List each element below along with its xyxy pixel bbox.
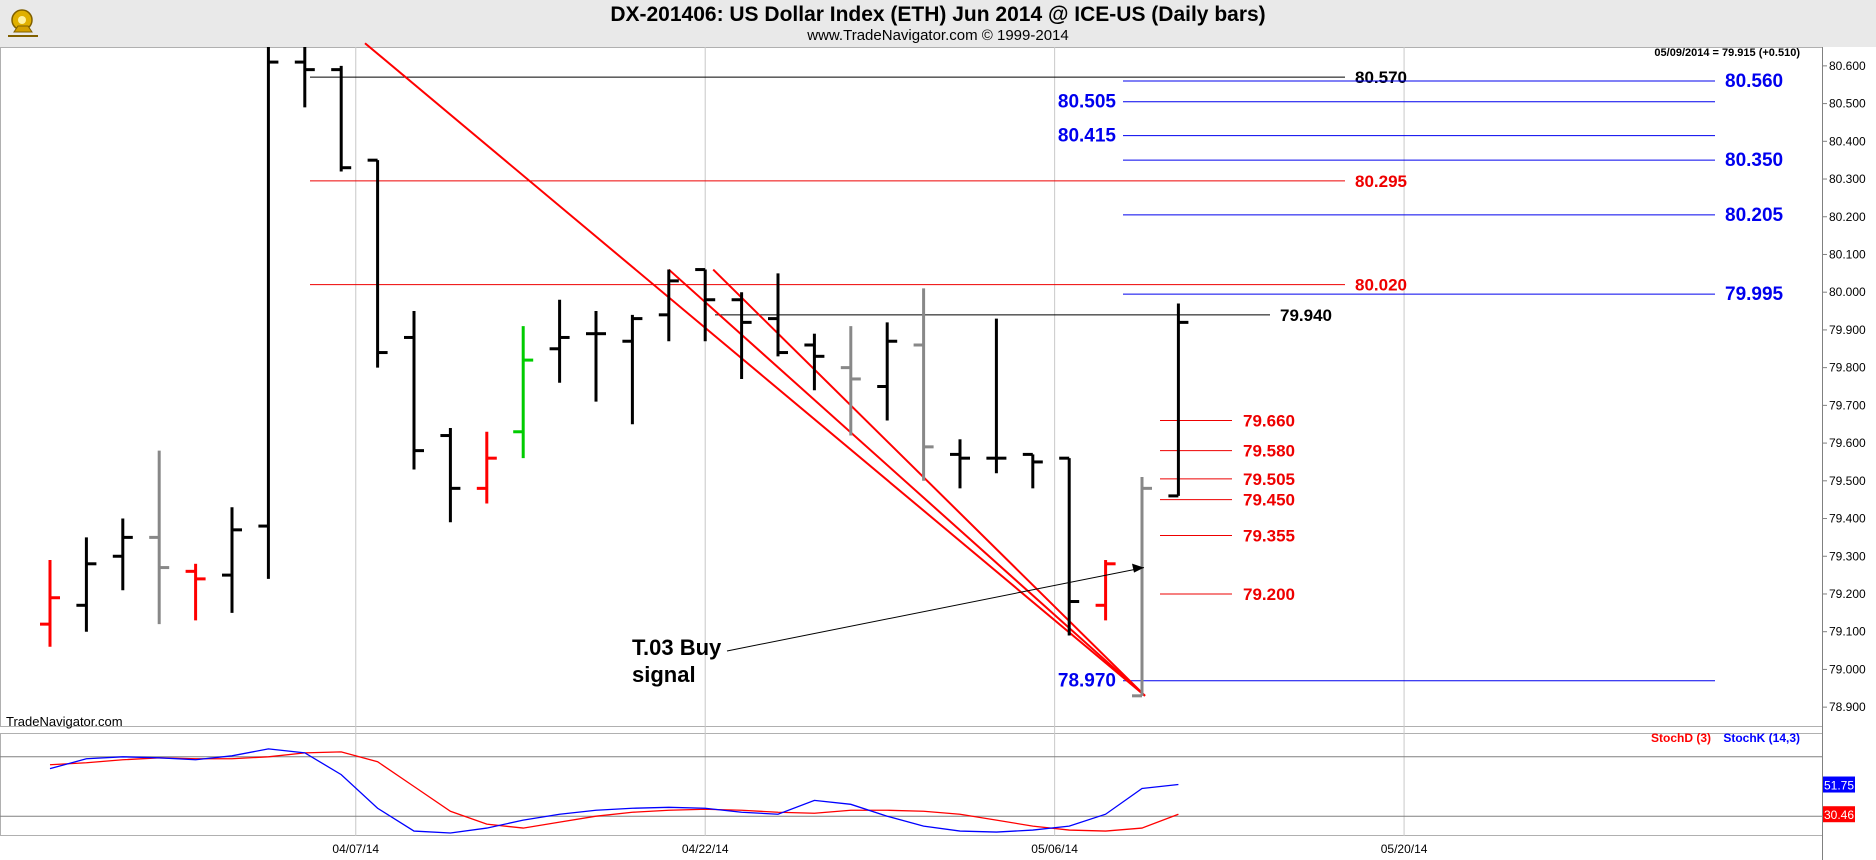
stoch-d-legend: StochD (3) [1651,731,1711,745]
level-label: 79.580 [1243,442,1295,461]
y-tick-label: 79.600 [1829,436,1866,450]
level-label: 80.020 [1355,276,1407,295]
level-label: 80.570 [1355,68,1407,87]
watermark-text: TradeNavigator.com [6,714,123,729]
level-label: 79.355 [1243,527,1295,546]
level-label: 79.200 [1243,585,1295,604]
y-tick-label: 79.200 [1829,587,1866,601]
y-tick-label: 79.500 [1829,474,1866,488]
annotation-text: signal [632,662,696,687]
trendline-red [668,268,1146,697]
y-tick-label: 80.300 [1829,172,1866,186]
stoch-k-value: 51.75 [1824,779,1854,793]
level-label: 80.205 [1725,205,1784,226]
trendline-red [364,42,1146,697]
trade-navigator-logo-icon [4,4,42,45]
level-label: 79.995 [1725,284,1784,305]
level-label: 80.415 [1058,126,1117,147]
stoch-k-badge [1823,776,1855,793]
annotation-text: T.03 Buy [632,635,722,660]
y-tick-label: 78.900 [1829,700,1866,714]
y-tick-label: 79.000 [1829,662,1866,676]
y-tick-label: 80.500 [1829,97,1866,111]
x-tick-label: 04/22/14 [682,842,729,856]
chart-header: DX-201406: US Dollar Index (ETH) Jun 201… [0,0,1876,47]
stoch-line [49,751,1179,832]
y-tick-label: 80.100 [1829,247,1866,261]
stoch-d-badge [1823,806,1855,823]
stoch-k-legend: StochK (14,3) [1723,731,1800,745]
x-tick-label: 05/20/14 [1381,842,1428,856]
trendline-red [712,268,1146,697]
level-label: 80.560 [1725,71,1783,92]
level-label: 80.295 [1355,172,1407,191]
price-panel-frame [0,47,1823,727]
last-price-label: 05/09/2014 = 79.915 (+0.510) [1654,47,1800,59]
y-tick-label: 79.300 [1829,549,1866,563]
level-label: 79.940 [1280,306,1332,325]
level-label: 78.970 [1058,671,1116,692]
y-tick-label: 79.900 [1829,323,1866,337]
chart-title: DX-201406: US Dollar Index (ETH) Jun 201… [610,3,1266,26]
y-tick-label: 80.000 [1829,285,1866,299]
stoch-d-value: 30.46 [1824,808,1854,822]
y-tick-label: 80.200 [1829,210,1866,224]
stoch-panel-frame [0,733,1823,836]
y-tick-label: 79.800 [1829,361,1866,375]
level-label: 80.505 [1058,92,1117,113]
level-label: 79.450 [1243,491,1295,510]
annotation-arrow [726,567,1145,652]
y-tick-label: 80.600 [1829,59,1866,73]
y-tick-label: 79.700 [1829,398,1866,412]
y-tick-label: 79.400 [1829,512,1866,526]
stoch-line [49,748,1179,834]
level-label: 80.350 [1725,150,1783,171]
x-tick-label: 04/07/14 [332,842,379,856]
axis-background [1822,47,1876,860]
chart-subtitle: www.TradeNavigator.com © 1999-2014 [807,27,1069,44]
y-tick-label: 80.400 [1829,134,1866,148]
y-tick-label: 79.100 [1829,625,1866,639]
x-tick-label: 05/06/14 [1031,842,1078,856]
level-label: 79.660 [1243,411,1295,430]
level-label: 79.505 [1243,470,1295,489]
arrow-head-icon [1132,563,1144,573]
